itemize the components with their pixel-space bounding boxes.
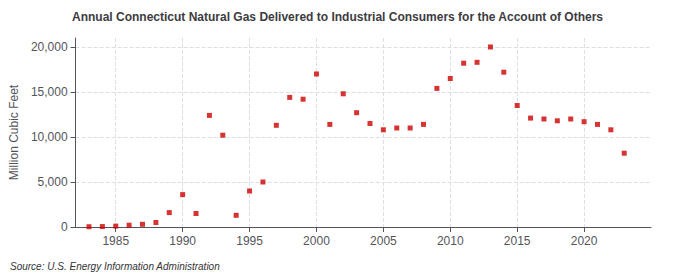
svg-text:Annual Connecticut Natural Gas: Annual Connecticut Natural Gas Delivered…: [72, 10, 603, 24]
svg-text:20,000: 20,000: [31, 40, 68, 54]
svg-text:2005: 2005: [370, 234, 397, 248]
svg-text:10,000: 10,000: [31, 130, 68, 144]
svg-text:2000: 2000: [303, 234, 330, 248]
svg-text:2010: 2010: [437, 234, 464, 248]
svg-text:Million Cubic Feet: Million Cubic Feet: [7, 84, 21, 180]
svg-text:1985: 1985: [102, 234, 129, 248]
svg-text:15,000: 15,000: [31, 85, 68, 99]
svg-text:1995: 1995: [236, 234, 263, 248]
svg-text:0: 0: [61, 220, 68, 234]
svg-text:Source: U.S. Energy Informatio: Source: U.S. Energy Information Administ…: [10, 261, 220, 272]
svg-text:5,000: 5,000: [38, 175, 68, 189]
svg-text:2020: 2020: [571, 234, 598, 248]
svg-text:2015: 2015: [504, 234, 531, 248]
svg-text:1990: 1990: [169, 234, 196, 248]
